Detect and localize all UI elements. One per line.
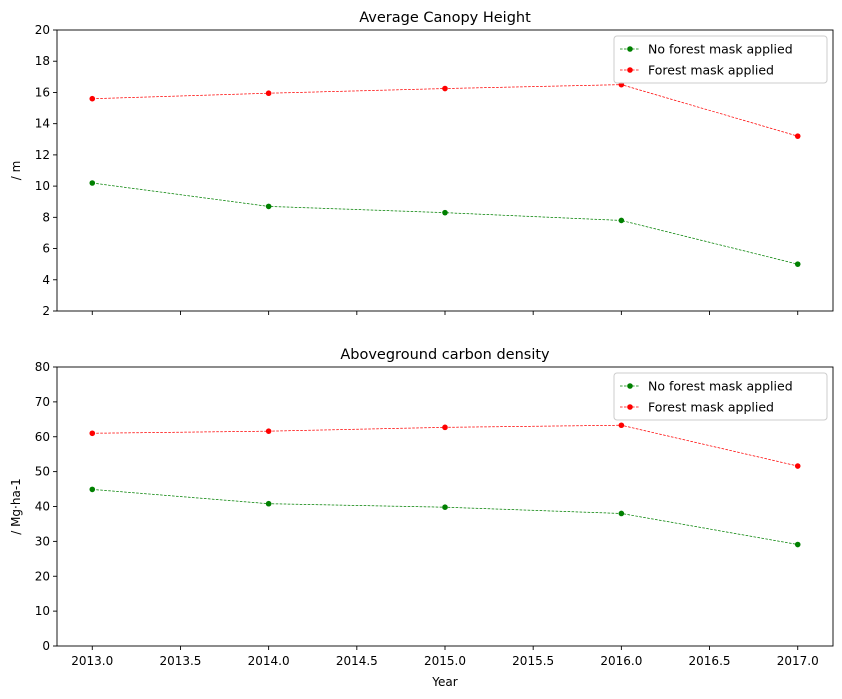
- y-tick-label: 20: [35, 23, 50, 37]
- y-tick-label: 14: [35, 117, 50, 131]
- x-tick-label: 2013.0: [71, 654, 113, 668]
- data-point: [265, 90, 272, 97]
- data-point: [265, 203, 272, 210]
- data-point: [89, 95, 96, 102]
- y-tick-label: 18: [35, 54, 50, 68]
- x-tick-label: 2015.5: [512, 654, 554, 668]
- y-tick-label: 40: [35, 500, 50, 514]
- y-axis-label: / m: [9, 161, 23, 181]
- data-point: [89, 430, 96, 437]
- data-point: [794, 261, 801, 267]
- chart-title: Aboveground carbon density: [340, 347, 550, 363]
- chart-panel-2: Aboveground carbon density 0 10 20 30 40 50 60 7…: [9, 347, 834, 689]
- y-tick-label: 30: [35, 534, 50, 548]
- chart-title: Average Canopy Height: [359, 10, 531, 26]
- data-point: [442, 85, 448, 92]
- legend-marker: [627, 383, 633, 389]
- data-point: [265, 500, 272, 507]
- data-point: [794, 541, 801, 548]
- data-point: [618, 422, 625, 429]
- y-tick-label: 10: [35, 179, 50, 193]
- y-tick-label: 8: [42, 210, 50, 224]
- legend-box: [613, 372, 828, 421]
- legend-label: Forest mask applied: [648, 63, 774, 78]
- y-tick-label: 60: [35, 430, 50, 444]
- legend: No forest mask applied Forest mask applie…: [613, 35, 828, 84]
- x-tick-label: 2016.5: [689, 654, 731, 668]
- data-point: [618, 217, 625, 224]
- y-tick-label: 0: [42, 639, 50, 653]
- x-tick-label: 2013.5: [159, 654, 201, 668]
- data-point: [265, 428, 272, 434]
- series-line: [92, 84, 798, 137]
- y-tick-label: 16: [35, 85, 50, 99]
- y-tick-label: 80: [35, 360, 50, 374]
- x-tick-label: 2014.0: [248, 654, 290, 668]
- y-tick-label: 12: [35, 148, 50, 162]
- legend-label: Forest mask applied: [648, 400, 774, 415]
- data-point: [442, 209, 448, 216]
- x-tick-label: 2014.5: [336, 654, 378, 668]
- series-line: [92, 489, 798, 545]
- y-tick-label: 70: [35, 395, 50, 409]
- y-axis-label: / Mg·ha-1: [9, 478, 23, 535]
- data-point: [794, 133, 801, 139]
- chart-panel-1: Average Canopy Height 2 4 6 8 10 12 14 16 18 20 / m…: [9, 10, 834, 318]
- data-point: [89, 180, 96, 186]
- data-point: [794, 463, 801, 469]
- x-tick-label: 2016.0: [600, 654, 642, 668]
- legend-label: No forest mask applied: [648, 42, 793, 57]
- y-tick-label: 10: [35, 604, 50, 618]
- legend-marker: [627, 404, 633, 410]
- legend-marker: [627, 46, 633, 52]
- legend: No forest mask applied Forest mask applie…: [613, 372, 828, 421]
- data-point: [442, 424, 448, 431]
- data-point: [89, 486, 96, 493]
- data-point: [618, 510, 625, 517]
- x-tick-label: 2017.0: [777, 654, 819, 668]
- x-axis-label: Year: [431, 675, 457, 689]
- y-tick-label: 4: [42, 273, 50, 287]
- legend-box: [613, 35, 828, 84]
- data-point: [442, 504, 448, 510]
- legend-marker: [627, 67, 633, 73]
- series-line: [92, 424, 798, 467]
- y-tick-label: 2: [42, 304, 50, 318]
- y-tick-label: 50: [35, 465, 50, 479]
- y-tick-label: 6: [42, 242, 50, 256]
- y-tick-label: 20: [35, 569, 50, 583]
- series-line: [92, 182, 798, 265]
- legend-label: No forest mask applied: [648, 379, 793, 394]
- x-tick-label: 2015.0: [424, 654, 466, 668]
